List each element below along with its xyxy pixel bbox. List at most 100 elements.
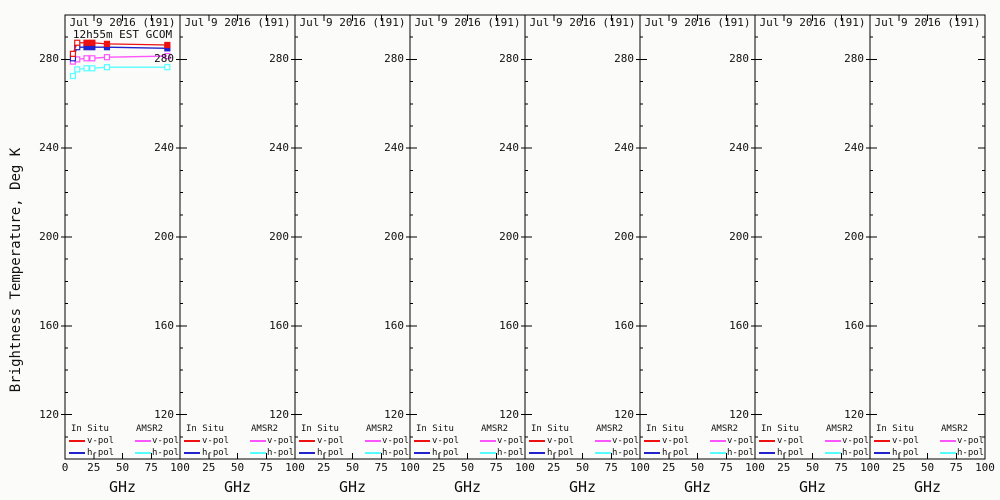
data-marker-amsr2-h-pol [164,64,171,71]
legend-item-label: v-pol [382,436,410,446]
x-tick-label: 50 [690,461,705,474]
x-tick-label: 25 [87,461,101,474]
legend-item-label: h-pol [842,448,870,458]
y-tick-label: 160 [384,318,404,332]
legend-swatch-amsr2-v-pol [250,440,266,442]
x-tick-label: 50 [460,461,475,474]
x-tick-label: 75 [259,461,273,474]
x-tick-label: 25 [547,461,561,474]
data-marker-amsr2-h-pol [69,72,77,80]
legend-item-label: h-pol [267,448,295,458]
x-tick-label: 100 [400,461,420,474]
legend-header: In Situ [531,424,569,434]
data-marker-amsr2-v-pol [83,55,90,62]
legend-swatch-amsr2-v-pol [825,440,841,442]
legend-item-label: h-pol [662,448,690,458]
legend-swatch-amsr2-v-pol [480,440,496,442]
y-tick-label: 160 [39,318,59,332]
legend-swatch-amsr2-h-pol [940,452,956,454]
legend-header: AMSR2 [366,424,394,434]
x-tick-label: 50 [115,461,130,474]
x-tick-label: 100 [630,461,650,474]
legend-swatch-in-situ-h-pol [299,452,315,454]
x-tick-label: 75 [834,461,848,474]
legend-item-label: h-pol [547,448,575,458]
y-tick-label: 280 [614,52,634,66]
legend-swatch-in-situ-v-pol [874,440,890,442]
x-tick-label: 75 [949,461,963,474]
x-tick-label: 50 [230,461,245,474]
legend-swatch-in-situ-v-pol [184,440,200,442]
y-tick-label: 120 [614,407,634,421]
legend-swatch-in-situ-v-pol [299,440,315,442]
legend-item-label: v-pol [892,436,920,446]
legend-item-label: v-pol [662,436,690,446]
y-tick-label: 200 [614,230,634,243]
legend-item-label: h-pol [432,448,460,458]
legend-item-label: h-pol [892,448,920,458]
legend-swatch-amsr2-v-pol [365,440,381,442]
data-marker-amsr2-h-pol [89,65,96,72]
y-tick-label: 120 [844,407,864,421]
panel-title: Jul 9 2016 (191) [874,16,981,29]
y-tick-label: 200 [39,230,59,243]
legend-swatch-in-situ-h-pol [874,452,890,454]
legend-header: In Situ [761,424,799,434]
y-tick-label: 240 [384,141,404,155]
legend-swatch-amsr2-v-pol [135,440,151,442]
x-tick-label: 25 [777,461,791,474]
x-tick-label: 75 [604,461,618,474]
legend-header: In Situ [876,424,914,434]
y-tick-label: 120 [384,407,404,421]
legend-header: In Situ [71,424,109,434]
legend-swatch-amsr2-h-pol [825,452,841,454]
x-tick-label: 25 [662,461,676,474]
y-tick-label: 200 [269,230,289,243]
legend-item-label: h-pol [202,448,230,458]
panel-title: Jul 9 2016 (191) [69,16,176,29]
y-tick-label: 120 [154,407,174,421]
y-tick-label: 200 [154,230,174,243]
data-marker-amsr2-h-pol [83,65,90,72]
legend-header: AMSR2 [826,424,854,434]
x-tick-label: 75 [719,461,733,474]
x-axis-unit-label: GHz [683,478,712,496]
y-tick-label: 200 [499,230,519,243]
y-tick-label: 120 [729,407,749,421]
x-tick-label: 25 [202,461,216,474]
y-tick-label: 120 [269,407,289,421]
y-tick-label: 240 [844,141,864,155]
legend-header: AMSR2 [596,424,624,434]
panel-title: Jul 9 2016 (191) [644,16,751,29]
legend-swatch-amsr2-h-pol [710,452,726,454]
y-tick-label: 240 [499,141,519,155]
x-tick-label: 50 [920,461,935,474]
x-tick-label: 75 [489,461,503,474]
legend-item-label: v-pol [202,436,230,446]
y-tick-label: 200 [384,230,404,243]
legend-swatch-amsr2-h-pol [595,452,611,454]
panel-title: Jul 9 2016 (191) [414,16,521,29]
x-tick-label: 100 [170,461,190,474]
y-tick-label: 240 [614,141,634,155]
legend-header: AMSR2 [711,424,739,434]
legend-swatch-amsr2-v-pol [595,440,611,442]
y-tick-label: 200 [729,230,749,243]
data-marker-in-situ-v-pol [164,41,171,49]
y-tick-label: 160 [729,318,749,332]
x-tick-label: 25 [317,461,331,474]
panel-title: Jul 9 2016 (191) [299,16,406,29]
legend-item-label: h-pol [777,448,805,458]
y-tick-label: 160 [614,318,634,332]
legend-swatch-in-situ-h-pol [414,452,430,454]
legend-item-label: h-pol [957,448,985,458]
legend-item-label: v-pol [497,436,525,446]
data-marker-in-situ-v-pol [83,39,90,46]
legend-item-label: v-pol [727,436,755,446]
legend-item-label: v-pol [777,436,805,446]
legend-item-label: h-pol [612,448,640,458]
legend-item-label: v-pol [317,436,345,446]
legend-item-label: v-pol [842,436,870,446]
y-tick-label: 240 [729,141,749,155]
legend-item-label: v-pol [547,436,575,446]
